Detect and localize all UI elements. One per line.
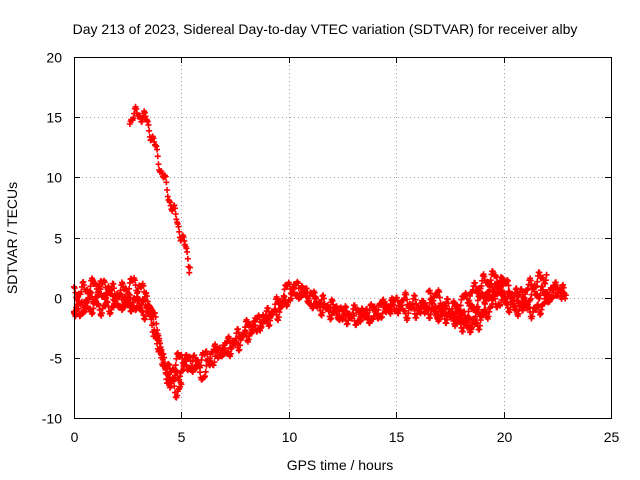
data-point-marker (161, 354, 168, 361)
data-point-marker (542, 277, 549, 284)
data-point-marker (481, 300, 488, 307)
data-point-marker (257, 325, 264, 332)
data-point-marker (156, 340, 163, 347)
data-point-marker (258, 319, 265, 326)
x-axis-label: GPS time / hours (287, 457, 394, 473)
data-point-marker (152, 313, 159, 320)
series-2 (71, 275, 185, 401)
data-point-marker (381, 299, 388, 306)
y-tick-label: -5 (50, 351, 63, 367)
y-axis-label: SDTVAR / TECUs (4, 182, 20, 294)
data-point-marker (176, 228, 183, 235)
data-point-marker (164, 187, 171, 194)
data-point-marker (468, 325, 475, 332)
x-tick-label: 20 (497, 429, 513, 445)
y-tick-label: 15 (46, 110, 62, 126)
data-point-marker (543, 271, 550, 278)
data-point-marker (436, 288, 443, 295)
axis-ticks: 0 5 10 15 20 25 -10 -5 0 5 10 15 20 (42, 50, 620, 446)
data-point-marker (172, 210, 179, 217)
data-point-marker (227, 350, 234, 357)
x-tick-label: 10 (282, 429, 298, 445)
data-point-marker (211, 359, 218, 366)
series-1 (126, 103, 193, 276)
chart-title: Day 213 of 2023, Sidereal Day-to-day VTE… (73, 21, 578, 37)
data-points (71, 103, 569, 401)
grid-lines (74, 57, 611, 418)
data-point-marker (111, 285, 118, 292)
data-point-marker (146, 127, 153, 134)
data-point-marker (154, 146, 161, 153)
y-tick-label: 0 (54, 291, 62, 307)
data-point-marker (172, 362, 179, 369)
data-point-marker (427, 290, 434, 297)
data-point-marker (342, 312, 349, 319)
data-point-marker (478, 282, 485, 289)
y-tick-label: -10 (42, 411, 62, 427)
x-tick-label: 15 (389, 429, 405, 445)
data-point-marker (184, 255, 191, 262)
data-point-marker (171, 205, 178, 212)
data-point-marker (212, 343, 219, 350)
data-point-marker (87, 283, 94, 290)
data-point-marker (460, 324, 467, 331)
data-point-marker (186, 264, 193, 271)
data-point-marker (161, 360, 168, 367)
data-point-marker (297, 290, 304, 297)
data-point-marker (145, 121, 152, 128)
data-point-marker (175, 223, 182, 230)
data-point-marker (445, 300, 452, 307)
data-point-marker (492, 295, 499, 302)
data-point-marker (154, 153, 161, 160)
data-point-marker (237, 342, 244, 349)
x-tick-label: 0 (71, 429, 79, 445)
x-tick-label: 5 (178, 429, 186, 445)
data-point-marker (197, 362, 204, 369)
series-6 (457, 281, 569, 336)
data-point-marker (404, 315, 411, 322)
data-point-marker (320, 295, 327, 302)
data-point-marker (461, 312, 468, 319)
data-point-marker (186, 269, 193, 276)
data-point-marker (476, 322, 483, 329)
data-point-marker (514, 288, 521, 295)
data-point-marker (267, 317, 274, 324)
data-point-marker (350, 312, 357, 319)
data-point-marker (163, 179, 170, 186)
plot-frame (74, 57, 612, 419)
data-point-marker (189, 363, 196, 370)
y-tick-label: 5 (54, 231, 62, 247)
data-point-marker (162, 173, 169, 180)
data-point-marker (228, 345, 235, 352)
data-point-marker (403, 296, 410, 303)
data-point-marker (128, 305, 135, 312)
x-tick-label: 25 (604, 429, 620, 445)
data-point-marker (560, 284, 567, 291)
data-point-marker (505, 282, 512, 289)
data-point-marker (365, 313, 372, 320)
data-point-marker (153, 320, 160, 327)
data-point-marker (534, 278, 541, 285)
data-point-marker (562, 292, 569, 299)
data-point-marker (198, 356, 205, 363)
data-point-marker (184, 248, 191, 255)
data-point-marker (457, 302, 464, 309)
data-point-marker (155, 161, 162, 168)
data-point-marker (144, 293, 151, 300)
data-point-marker (126, 285, 133, 292)
data-point-marker (113, 295, 120, 302)
data-point-marker (436, 294, 443, 301)
y-tick-label: 10 (46, 170, 62, 186)
data-point-marker (140, 282, 147, 289)
data-point-marker (537, 292, 544, 299)
data-point-marker (178, 381, 185, 388)
y-tick-label: 20 (46, 50, 62, 66)
data-point-marker (312, 294, 319, 301)
data-point-marker (149, 322, 156, 329)
data-point-marker (545, 296, 552, 303)
data-point-marker (90, 305, 97, 312)
data-point-marker (202, 368, 209, 375)
